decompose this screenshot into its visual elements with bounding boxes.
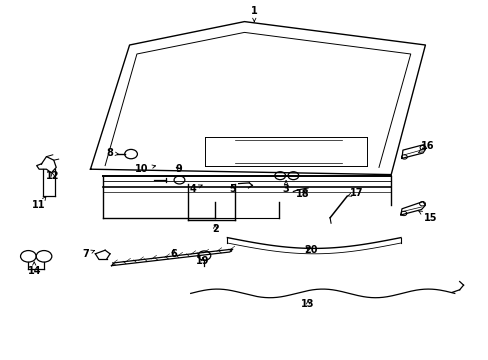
Text: 19: 19 <box>196 256 209 266</box>
Text: 4: 4 <box>189 184 202 194</box>
Text: 8: 8 <box>106 148 119 158</box>
Text: 3: 3 <box>282 181 289 194</box>
Text: 10: 10 <box>135 164 155 174</box>
Text: 9: 9 <box>175 164 182 174</box>
Text: 14: 14 <box>27 262 41 276</box>
Text: 6: 6 <box>170 249 177 259</box>
Text: 2: 2 <box>211 224 218 234</box>
Text: 11: 11 <box>32 197 46 210</box>
Text: 12: 12 <box>46 171 60 181</box>
Text: 15: 15 <box>418 211 436 223</box>
Text: 20: 20 <box>303 245 317 255</box>
Text: 13: 13 <box>301 299 314 309</box>
Text: 7: 7 <box>82 249 95 259</box>
Text: 17: 17 <box>346 188 363 198</box>
Text: 16: 16 <box>417 141 434 153</box>
Text: 18: 18 <box>296 189 309 199</box>
Text: 1: 1 <box>250 6 257 22</box>
Text: 5: 5 <box>228 184 235 194</box>
